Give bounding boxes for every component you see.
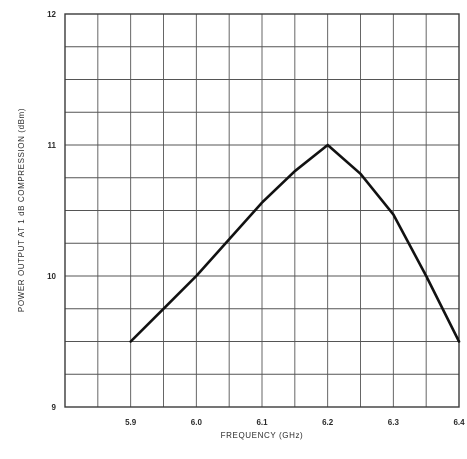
x-axis-label: FREQUENCY (GHz) <box>221 431 304 440</box>
grid <box>65 14 459 407</box>
x-tick-label: 6.1 <box>256 418 268 427</box>
y-tick-label: 9 <box>52 403 57 412</box>
y-axis-ticks: 9 10 11 12 <box>47 10 56 412</box>
y-axis-label: POWER OUTPUT AT 1 dB COMPRESSION (dBm) <box>17 108 26 312</box>
series-line <box>129 143 461 343</box>
x-tick-label: 6.2 <box>322 418 334 427</box>
x-tick-label: 5.9 <box>125 418 137 427</box>
plot-frame <box>64 13 460 408</box>
y-tick-label: 12 <box>47 10 56 19</box>
x-tick-label: 6.3 <box>388 418 400 427</box>
y-tick-label: 10 <box>47 272 56 281</box>
x-tick-label: 6.0 <box>191 418 203 427</box>
x-axis-ticks: 5.9 6.0 6.1 6.2 6.3 6.4 <box>125 418 465 427</box>
x-tick-label: 6.4 <box>453 418 465 427</box>
y-tick-label: 11 <box>48 141 57 150</box>
